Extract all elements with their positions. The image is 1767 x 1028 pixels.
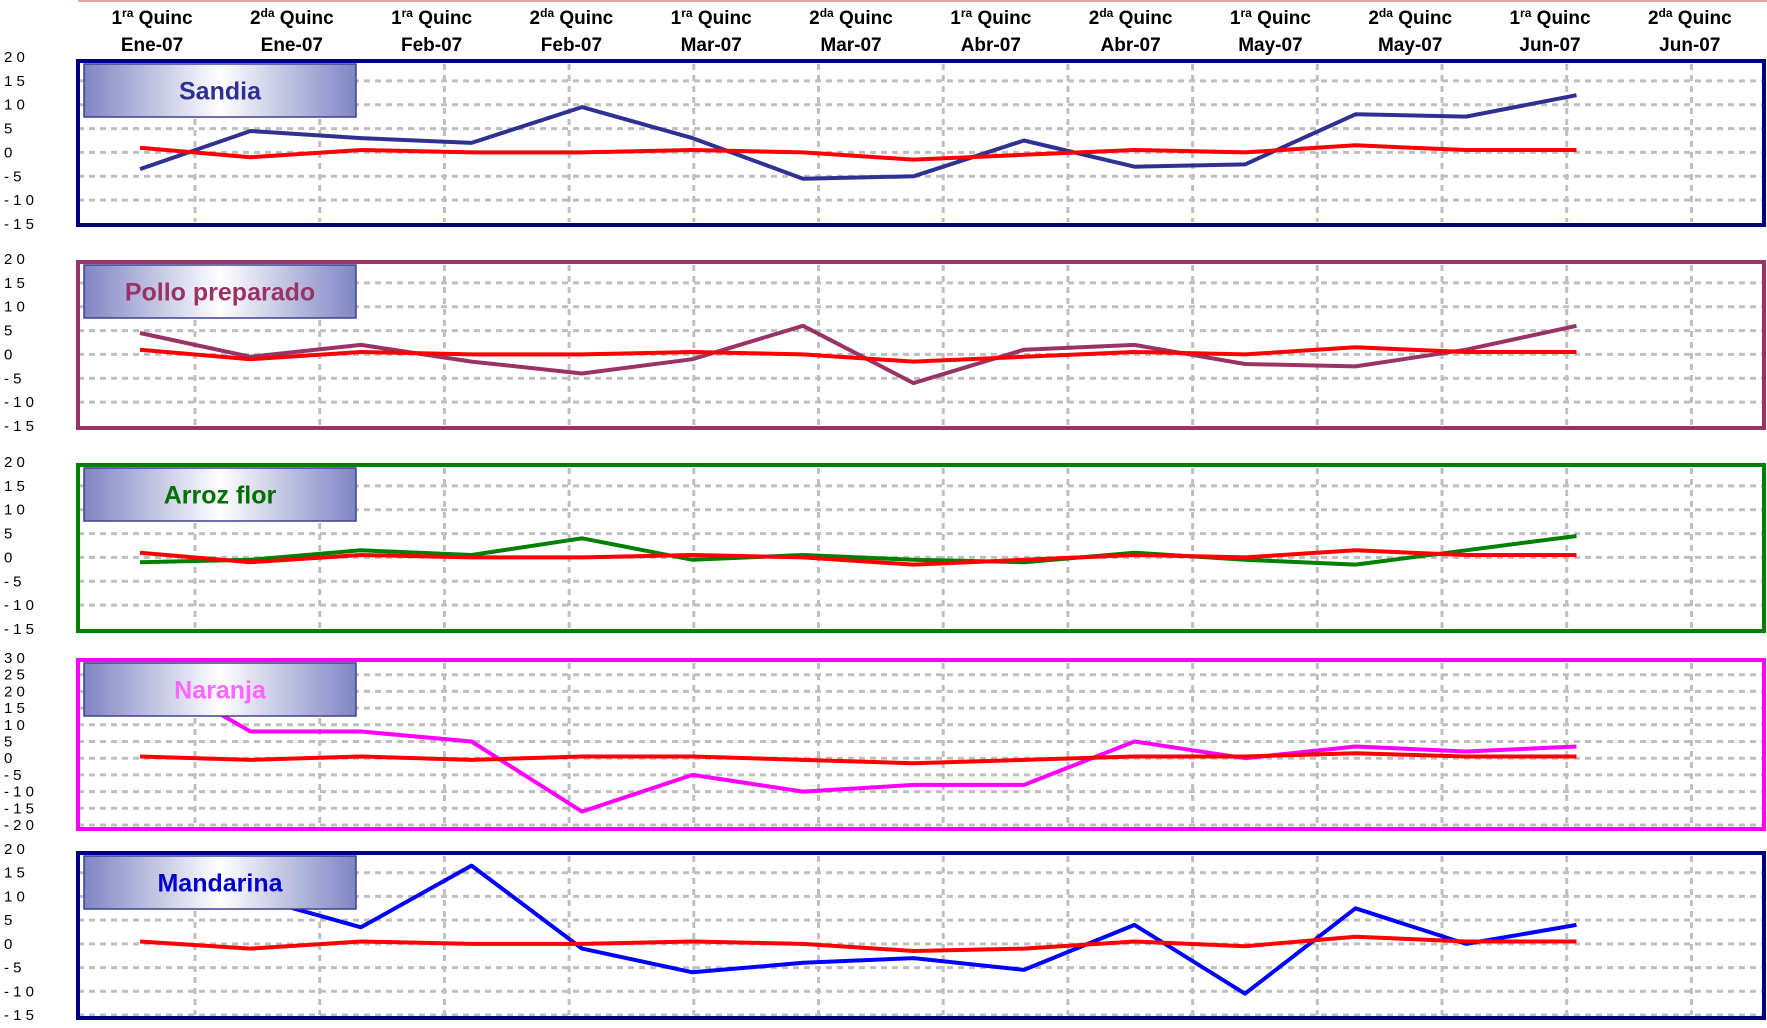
series-line-product: [139, 666, 1577, 814]
panel-title: Arroz flor: [164, 482, 277, 510]
x-label-quincena: 2da Quinc: [809, 6, 893, 29]
x-label-month: Mar-07: [820, 35, 881, 56]
panel-frame: [76, 59, 1766, 227]
y-tick-label: - 5: [4, 370, 22, 387]
x-label-quincena: 1ra Quinc: [950, 6, 1031, 29]
series-line-product: [139, 534, 1577, 567]
y-tick-label: 0: [4, 750, 12, 767]
y-tick-label: - 1 0: [4, 394, 34, 411]
y-tick-label: 5: [4, 734, 12, 751]
panel-title-box: [83, 855, 357, 910]
y-tick-label: - 5: [4, 960, 22, 977]
y-tick-label: 1 5: [4, 275, 25, 292]
y-tick-label: 2 0: [4, 454, 25, 471]
x-label-quincena: 2da Quinc: [1648, 6, 1732, 29]
y-tick-label: - 1 0: [4, 983, 34, 1000]
y-tick-label: 2 0: [4, 49, 25, 66]
y-tick-label: 3 0: [4, 650, 25, 667]
x-label-quincena: 1ra Quinc: [1509, 6, 1590, 29]
y-tick-label: 1 5: [4, 478, 25, 495]
y-tick-label: 1 0: [4, 97, 25, 114]
x-label-quincena: 2da Quinc: [1089, 6, 1173, 29]
y-tick-label: 5: [4, 121, 12, 138]
x-label-month: Ene-07: [121, 35, 183, 56]
y-tick-label: - 1 0: [4, 784, 34, 801]
y-tick-label: 2 0: [4, 251, 25, 268]
y-tick-label: - 1 5: [4, 800, 34, 817]
y-tick-label: 1 5: [4, 73, 25, 90]
panel-frame: [76, 851, 1766, 1020]
y-tick-label: 1 5: [4, 700, 25, 717]
x-label-month: Abr-07: [1101, 35, 1161, 56]
y-tick-label: 1 0: [4, 888, 25, 905]
y-tick-label: 1 5: [4, 865, 25, 882]
series-line-product: [139, 863, 1577, 996]
panel-title: Naranja: [174, 677, 267, 705]
y-tick-label: - 5: [4, 168, 22, 185]
panel-title-box: [83, 264, 357, 319]
x-label-month: Feb-07: [541, 35, 602, 56]
x-label-quincena: 1ra Quinc: [671, 6, 752, 29]
y-tick-label: 1 0: [4, 299, 25, 316]
panel-frame: [76, 260, 1766, 430]
y-tick-label: 5: [4, 912, 12, 929]
x-label-month: Ene-07: [261, 35, 323, 56]
series-line-product: [139, 323, 1577, 386]
series-line-reference: [139, 143, 1577, 162]
y-tick-label: - 1 5: [4, 216, 34, 233]
y-tick-label: - 1 5: [4, 1007, 34, 1023]
y-tick-label: 2 5: [4, 667, 25, 684]
panel-title: Sandia: [179, 78, 262, 106]
y-tick-label: 1 0: [4, 717, 25, 734]
y-tick-label: - 1 0: [4, 192, 34, 209]
y-tick-label: 2 0: [4, 683, 25, 700]
series-line-reference: [139, 548, 1577, 567]
x-label-quincena: 2da Quinc: [250, 6, 334, 29]
x-label-month: Abr-07: [961, 35, 1021, 56]
x-label-month: May-07: [1378, 35, 1442, 56]
x-label-quincena: 2da Quinc: [1368, 6, 1452, 29]
panel-title-box: [83, 662, 357, 717]
y-tick-label: 0: [4, 144, 12, 161]
panel-frame: [76, 463, 1766, 633]
series-line-reference: [139, 345, 1577, 364]
x-label-quincena: 1ra Quinc: [111, 6, 192, 29]
y-tick-label: - 5: [4, 767, 22, 784]
x-label-month: Jun-07: [1659, 35, 1720, 56]
panel-title: Mandarina: [157, 870, 283, 898]
y-tick-label: 0: [4, 936, 12, 953]
x-label-month: Mar-07: [681, 35, 742, 56]
x-label-month: May-07: [1238, 35, 1302, 56]
y-tick-label: 0: [4, 346, 12, 363]
panel-frame: [76, 658, 1766, 831]
y-tick-label: 5: [4, 526, 12, 543]
x-label-quincena: 1ra Quinc: [1230, 6, 1311, 29]
top-border-line: [78, 0, 1767, 2]
panel-title-box: [83, 63, 357, 118]
y-tick-label: - 1 5: [4, 418, 34, 435]
y-tick-label: - 5: [4, 573, 22, 590]
y-tick-label: - 1 5: [4, 621, 34, 638]
x-label-quincena: 1ra Quinc: [391, 6, 472, 29]
y-tick-label: - 1 0: [4, 597, 34, 614]
panel-title-box: [83, 467, 357, 522]
y-tick-label: 1 0: [4, 502, 25, 519]
x-label-month: Feb-07: [401, 35, 462, 56]
series-line-product: [139, 93, 1577, 181]
series-line-reference: [139, 751, 1577, 766]
x-label-quincena: 2da Quinc: [530, 6, 614, 29]
series-line-reference: [139, 934, 1577, 953]
x-label-month: Jun-07: [1519, 35, 1580, 56]
y-tick-label: 5: [4, 323, 12, 340]
y-tick-label: 2 0: [4, 841, 25, 858]
panel-title: Pollo preparado: [125, 279, 315, 307]
y-tick-label: - 2 0: [4, 817, 34, 834]
y-tick-label: 0: [4, 549, 12, 566]
